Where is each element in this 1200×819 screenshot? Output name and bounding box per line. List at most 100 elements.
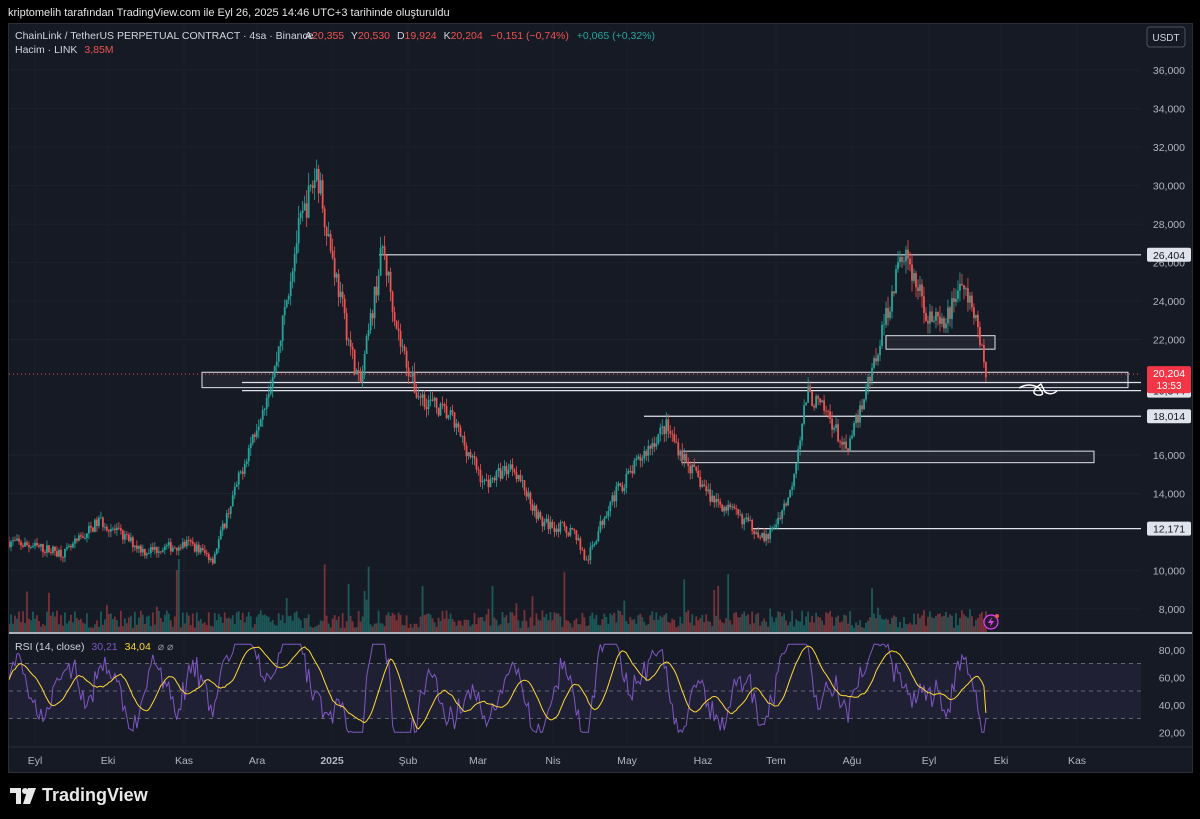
candle-body bbox=[379, 247, 382, 276]
volume-bar bbox=[125, 623, 128, 632]
volume-bar bbox=[215, 620, 218, 632]
candle-body bbox=[817, 396, 820, 399]
volume-bar bbox=[317, 624, 320, 632]
lightning-icon[interactable] bbox=[983, 614, 999, 630]
chart-canvas[interactable]: 36,00034,00032,00030,00028,00026,00024,0… bbox=[8, 24, 1192, 772]
candle-body bbox=[661, 426, 664, 428]
volume-bar bbox=[923, 610, 925, 632]
volume-bar bbox=[235, 612, 238, 632]
volume-bar bbox=[239, 619, 242, 632]
volume-bar bbox=[769, 608, 772, 632]
volume-bar bbox=[225, 618, 228, 632]
volume-bar bbox=[259, 610, 262, 632]
candle-body bbox=[115, 527, 118, 531]
volume-bar bbox=[38, 620, 40, 632]
candle-body bbox=[517, 474, 520, 480]
candle-body bbox=[211, 558, 214, 564]
candle-body bbox=[38, 545, 40, 547]
volume-bar bbox=[197, 621, 200, 632]
candle-body bbox=[107, 530, 110, 532]
volume-bar bbox=[859, 620, 861, 632]
volume-bar bbox=[725, 618, 728, 632]
volume-bar bbox=[331, 618, 334, 632]
volume-bar bbox=[64, 612, 66, 632]
y-tick-label: 32,000 bbox=[1153, 142, 1185, 154]
volume-bar bbox=[631, 620, 634, 632]
volume-bar bbox=[425, 614, 428, 632]
volume-bar bbox=[835, 617, 837, 632]
volume-bar bbox=[171, 626, 174, 632]
volume-bar bbox=[559, 616, 562, 632]
volume-bar bbox=[371, 626, 374, 632]
volume-bar bbox=[641, 617, 644, 632]
volume-bar bbox=[583, 617, 586, 632]
volume-bar bbox=[475, 624, 478, 632]
volume-bar bbox=[189, 625, 192, 632]
volume-bar bbox=[947, 617, 949, 632]
candle-body bbox=[923, 296, 925, 313]
currency-button[interactable]: USDT bbox=[1146, 26, 1186, 48]
candle-body bbox=[829, 411, 831, 419]
candle-body bbox=[671, 433, 674, 435]
volume-bar bbox=[173, 616, 176, 632]
volume-bar bbox=[145, 616, 148, 632]
candle-body bbox=[835, 424, 837, 428]
candle-body bbox=[335, 273, 338, 278]
candle-body bbox=[893, 291, 895, 294]
volume-bar bbox=[487, 608, 490, 632]
candle-body bbox=[663, 426, 666, 435]
volume-bar bbox=[243, 622, 246, 632]
volume-bar bbox=[719, 619, 722, 632]
candle-body bbox=[18, 538, 20, 542]
candle-body bbox=[101, 517, 104, 528]
price-candles bbox=[9, 159, 987, 566]
volume-bar bbox=[577, 624, 580, 632]
volume-bar bbox=[113, 616, 116, 632]
volume-bar bbox=[359, 621, 362, 632]
volume-bar bbox=[407, 627, 410, 632]
volume-bar bbox=[175, 570, 178, 632]
volume-bar bbox=[493, 617, 496, 632]
x-tick-label: Eki bbox=[994, 755, 1009, 767]
candle-body bbox=[46, 545, 48, 553]
candle-body bbox=[24, 542, 26, 547]
volume-bar bbox=[653, 619, 656, 632]
candle-body bbox=[259, 419, 262, 427]
volume-bar bbox=[50, 615, 52, 632]
volume-bar bbox=[953, 627, 955, 632]
volume-bar bbox=[277, 613, 280, 632]
volume-bar bbox=[109, 613, 112, 632]
volume-bar bbox=[46, 611, 48, 632]
candle-body bbox=[30, 547, 32, 548]
volume-bar bbox=[973, 626, 975, 632]
candle-body bbox=[921, 284, 923, 297]
volume-bar bbox=[115, 620, 118, 632]
volume-bar bbox=[655, 612, 658, 632]
volume-bar bbox=[969, 609, 971, 632]
volume-bar bbox=[853, 627, 855, 632]
volume-bar bbox=[309, 626, 312, 632]
candle-body bbox=[215, 548, 218, 554]
candle-body bbox=[639, 456, 642, 461]
volume-bar bbox=[557, 613, 560, 632]
candle-body bbox=[561, 522, 564, 524]
volume-bar bbox=[117, 626, 120, 632]
candle-body bbox=[509, 464, 512, 470]
candle-body bbox=[959, 283, 961, 291]
volume-bar bbox=[861, 627, 863, 632]
candle-body bbox=[641, 458, 644, 461]
volume-bar bbox=[441, 611, 444, 632]
volume-bar bbox=[485, 614, 488, 632]
candle-body bbox=[247, 448, 250, 462]
volume-bar bbox=[185, 612, 188, 632]
candle-body bbox=[843, 441, 845, 445]
candle-body bbox=[419, 396, 422, 398]
candle-body bbox=[92, 527, 94, 532]
candle-body bbox=[761, 532, 764, 538]
candle-body bbox=[721, 504, 724, 512]
volume-bar bbox=[265, 615, 268, 632]
volume-bar bbox=[793, 626, 796, 632]
volume-bar bbox=[457, 620, 460, 632]
volume-bar bbox=[929, 611, 931, 632]
candle-body bbox=[195, 544, 198, 552]
